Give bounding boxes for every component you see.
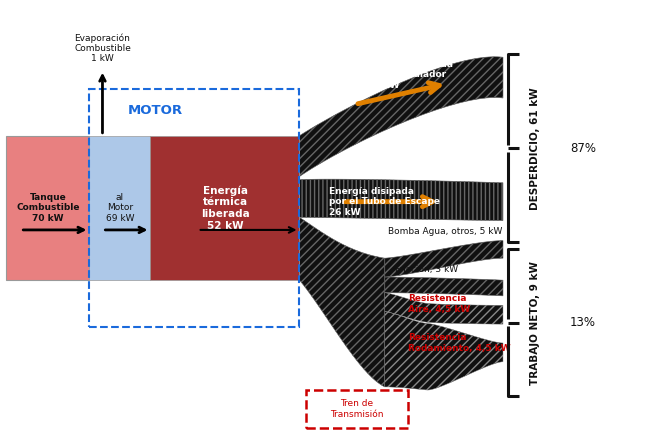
Text: Resistencia
Rodamiento, 4,5 kW: Resistencia Rodamiento, 4,5 kW bbox=[408, 333, 511, 353]
Text: Evaporación
Combustible
1 kW: Evaporación Combustible 1 kW bbox=[74, 33, 131, 64]
Polygon shape bbox=[385, 277, 503, 296]
Polygon shape bbox=[299, 57, 503, 176]
Text: MOTOR: MOTOR bbox=[128, 104, 182, 117]
Bar bbox=[151, 136, 299, 280]
Polygon shape bbox=[299, 217, 385, 387]
Polygon shape bbox=[385, 293, 503, 324]
Text: Bomba Agua, otros, 5 kW: Bomba Agua, otros, 5 kW bbox=[388, 227, 503, 236]
Bar bbox=[89, 136, 151, 280]
Text: TRABAJO NETO, 9 kW: TRABAJO NETO, 9 kW bbox=[530, 261, 540, 385]
Text: al
Motor
69 kW: al Motor 69 kW bbox=[106, 193, 134, 223]
Text: Energía disipada
por el Radiador
26 kW: Energía disipada por el Radiador 26 kW bbox=[368, 60, 453, 90]
Text: Tanque
Combustible
70 kW: Tanque Combustible 70 kW bbox=[16, 193, 80, 223]
Text: 87%: 87% bbox=[570, 142, 596, 155]
Text: 13%: 13% bbox=[570, 316, 596, 329]
Polygon shape bbox=[385, 241, 503, 277]
Text: Energía
térmica
liberada
52 kW: Energía térmica liberada 52 kW bbox=[201, 185, 249, 231]
Bar bbox=[89, 89, 299, 327]
Text: DESPERDICIO, 61 kW: DESPERDICIO, 61 kW bbox=[530, 87, 540, 209]
Text: Tren de
Transmisión: Tren de Transmisión bbox=[330, 399, 384, 419]
Bar bbox=[6, 136, 89, 280]
Polygon shape bbox=[385, 311, 503, 390]
Text: Resistencia
Aire, 4,5 kW: Resistencia Aire, 4,5 kW bbox=[408, 294, 470, 314]
Bar bbox=[306, 390, 408, 428]
Polygon shape bbox=[299, 179, 503, 220]
Text: Fricción, 3 kW: Fricción, 3 kW bbox=[395, 265, 458, 274]
Text: Energía disipada
por el Tubo de Escape
26 kW: Energía disipada por el Tubo de Escape 2… bbox=[329, 187, 440, 217]
